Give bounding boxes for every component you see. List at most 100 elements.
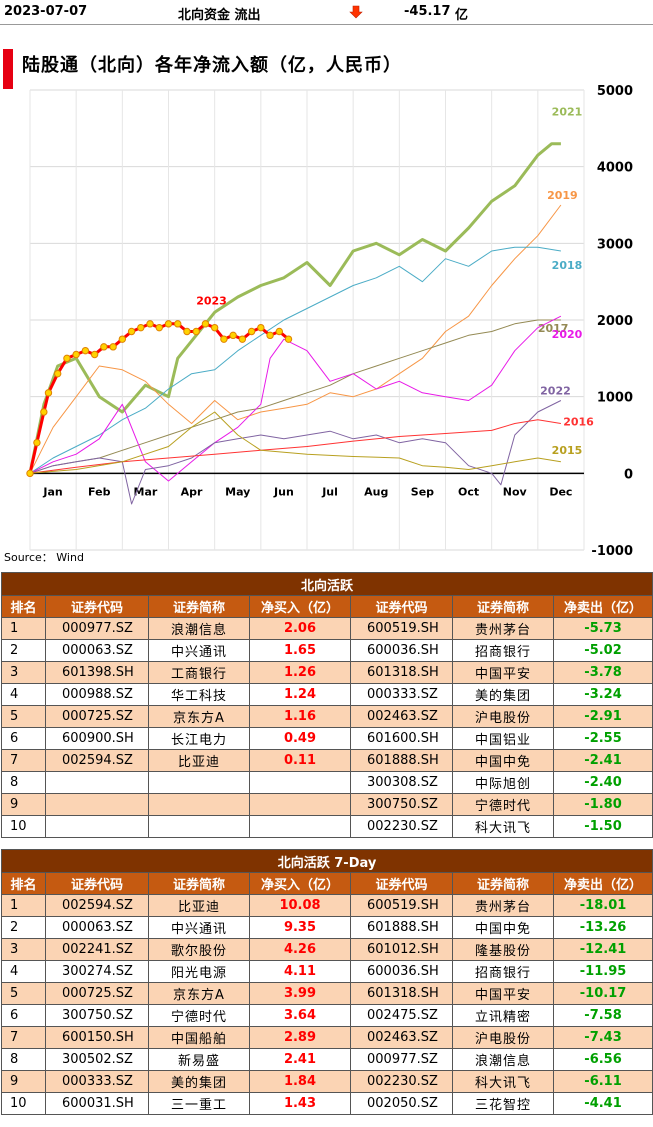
buy-val-cell: 2.41	[249, 1048, 351, 1071]
rank-cell: 4	[1, 683, 46, 706]
column-header: 净卖出（亿）	[552, 595, 653, 618]
header-label: 北向资金 流出	[178, 8, 261, 23]
series-point-2023	[183, 327, 191, 336]
buy-code-cell: 000977.SZ	[45, 617, 149, 640]
sell-code-cell: 601888.SH	[350, 749, 453, 772]
buy-val-cell: 4.26	[249, 938, 351, 961]
sell-code-cell: 002050.SZ	[350, 1092, 453, 1115]
sell-name-cell: 中国平安	[452, 661, 554, 684]
table-row: 3 002241.SZ 歌尔股份 4.26 601012.SH 隆基股份 -12.41	[1, 938, 653, 961]
column-header: 净卖出（亿）	[552, 872, 653, 895]
x-tick-label: Mar	[134, 485, 158, 498]
sell-code-cell: 600036.SH	[350, 960, 453, 983]
series-point-2023	[275, 327, 283, 336]
buy-code-cell: 601398.SH	[45, 661, 149, 684]
series-label-2018: 2018	[552, 259, 583, 272]
header-value: -45.17	[404, 4, 451, 19]
buy-val-cell: 0.49	[249, 727, 351, 750]
sell-val-cell: -2.40	[552, 771, 653, 794]
buy-name-cell: 三一重工	[148, 1092, 250, 1115]
series-point-2023	[174, 320, 182, 328]
buy-val-cell	[249, 815, 351, 838]
sell-code-cell: 000977.SZ	[350, 1048, 453, 1071]
sell-val-cell: -4.41	[552, 1092, 653, 1115]
sell-val-cell: -2.91	[552, 705, 653, 728]
table-row: 6 600900.SH 长江电力 0.49 601600.SH 中国铝业 -2.55	[1, 727, 653, 750]
series-label-2022: 2022	[540, 385, 571, 398]
table-row: 4 300274.SZ 阳光电源 4.11 600036.SH 招商银行 -11.95	[1, 960, 653, 983]
buy-name-cell: 阳光电源	[148, 960, 250, 983]
buy-name-cell: 工商银行	[148, 661, 250, 684]
table-title-row: 北向活跃 7-Day	[0, 849, 653, 873]
buy-code-cell: 000725.SZ	[45, 705, 149, 728]
buy-name-cell	[148, 815, 250, 838]
series-line-2021	[28, 142, 561, 474]
table-title-row: 北向活跃	[0, 572, 653, 596]
rank-cell: 5	[1, 982, 46, 1005]
table-row: 7 002594.SZ 比亚迪 0.11 601888.SH 中国中免 -2.41	[1, 749, 653, 772]
column-header: 证券代码	[350, 872, 453, 895]
buy-code-cell: 300750.SZ	[45, 1004, 149, 1027]
table-row: 7 600150.SH 中国船舶 2.89 002463.SZ 沪电股份 -7.43	[1, 1026, 653, 1049]
buy-code-cell: 002594.SZ	[45, 749, 149, 772]
series-point-2023	[210, 323, 219, 332]
sell-code-cell: 600519.SH	[350, 617, 453, 640]
sell-val-cell: -5.73	[552, 617, 653, 640]
series-point-2023	[192, 327, 200, 336]
table-title: 北向活跃	[0, 572, 653, 596]
header-bar: 2023-07-07 北向资金 流出 -45.17 亿	[0, 0, 653, 25]
buy-name-cell: 比亚迪	[148, 894, 250, 917]
northbound-active-table: 北向活跃 排名 证券代码 证券简称 净买入（亿） 证券代码 证券简称 净卖出（亿） 1 00097…	[0, 572, 653, 838]
y-tick-label: -1000	[591, 544, 633, 559]
table-header-row: 排名 证券代码 证券简称 净买入（亿） 证券代码 证券简称 净卖出（亿）	[1, 872, 653, 895]
series-point-2023	[146, 320, 154, 328]
column-header: 证券简称	[148, 595, 250, 618]
rank-cell: 1	[1, 894, 46, 917]
x-tick-label: Sep	[411, 485, 434, 498]
buy-code-cell: 300274.SZ	[45, 960, 149, 983]
buy-code-cell: 000725.SZ	[45, 982, 149, 1005]
header-date: 2023-07-07	[4, 4, 88, 19]
series-point-2023	[90, 350, 99, 359]
line-chart: 5000 4000 3000 2000 1000 0 -1000 Jan Feb Mar Apr Ma…	[26, 84, 633, 559]
rank-cell: 8	[1, 1048, 46, 1071]
buy-name-cell	[148, 793, 250, 816]
sell-code-cell: 002475.SZ	[350, 1004, 453, 1027]
chart-title: 陆股通（北向）各年净流入额（亿，人民币）	[22, 55, 402, 76]
table-row: 9 000333.SZ 美的集团 1.84 002230.SZ 科大讯飞 -6.11	[1, 1070, 653, 1093]
sell-name-cell: 中国中免	[452, 916, 554, 939]
sell-name-cell: 贵州茅台	[452, 894, 554, 917]
series-point-2023	[257, 323, 265, 332]
buy-val-cell: 9.35	[249, 916, 351, 939]
series-point-2023	[266, 331, 274, 340]
rank-cell: 3	[1, 938, 46, 961]
series-line-2017	[29, 319, 561, 474]
table-header-row: 排名 证券代码 证券简称 净买入（亿） 证券代码 证券简称 净卖出（亿）	[1, 595, 653, 618]
source-note: Source： Wind	[4, 551, 84, 564]
sell-val-cell: -7.58	[552, 1004, 653, 1027]
series-point-2023	[33, 438, 41, 447]
buy-code-cell: 300502.SZ	[45, 1048, 149, 1071]
buy-name-cell: 华工科技	[148, 683, 250, 706]
buy-val-cell: 0.11	[249, 749, 351, 772]
buy-name-cell: 歌尔股份	[148, 938, 250, 961]
series-label-2021: 2021	[552, 106, 583, 119]
series-point-2023	[229, 331, 237, 340]
sell-val-cell: -6.56	[552, 1048, 653, 1071]
table-row: 4 000988.SZ 华工科技 1.24 000333.SZ 美的集团 -3.24	[1, 683, 653, 706]
sell-code-cell: 002230.SZ	[350, 815, 453, 838]
sell-val-cell: -13.26	[552, 916, 653, 939]
sell-code-cell: 601318.SH	[350, 982, 453, 1005]
buy-name-cell: 中兴通讯	[148, 639, 250, 662]
buy-val-cell: 4.11	[249, 960, 351, 983]
series-label-2019: 2019	[547, 189, 578, 202]
sell-code-cell: 000333.SZ	[350, 683, 453, 706]
sell-code-cell: 601600.SH	[350, 727, 453, 750]
sell-val-cell: -11.95	[552, 960, 653, 983]
column-header: 净买入（亿）	[249, 595, 351, 618]
sell-val-cell: -6.11	[552, 1070, 653, 1093]
buy-name-cell: 新易盛	[148, 1048, 250, 1071]
rank-cell: 8	[1, 771, 46, 794]
table-row: 2 000063.SZ 中兴通讯 1.65 600036.SH 招商银行 -5.02	[1, 639, 653, 662]
sell-code-cell: 601318.SH	[350, 661, 453, 684]
